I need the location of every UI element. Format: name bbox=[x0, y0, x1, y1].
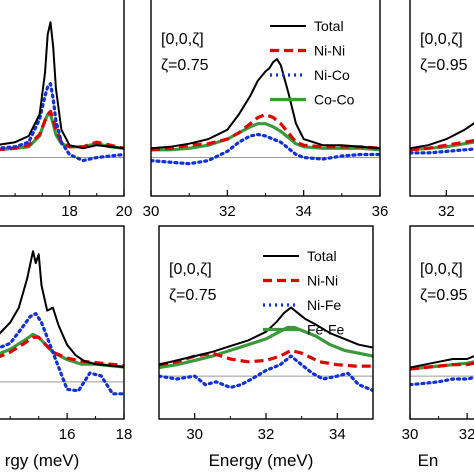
series-line-ni-ni bbox=[159, 348, 373, 368]
plot-frame bbox=[0, 0, 125, 197]
chart-panel-bottom-right: 30 32 [0,0,ζ] ζ=0.95 En bbox=[402, 225, 474, 470]
series-line-total bbox=[0, 21, 124, 150]
plot-frame bbox=[0, 225, 125, 420]
series-line-ni-co bbox=[151, 132, 380, 166]
x-axis-label: Energy (meV) bbox=[209, 451, 314, 470]
panel-annotation: ζ=0.75 bbox=[161, 57, 209, 74]
series-line-total bbox=[159, 306, 373, 366]
series-line-co-co bbox=[151, 122, 380, 152]
legend-label-ni-fe: Ni-Fe bbox=[307, 297, 341, 313]
series-line-ni-fe bbox=[0, 312, 124, 396]
chart-panel-top-middle: 30 32 34 36 [0,0,ζ] ζ=0.75 Total Ni-Ni Ni-Co Co-C… bbox=[143, 0, 389, 220]
chart-panel-bottom-middle: 30 32 34 [0,0,ζ] ζ=0.75 Total Ni-Ni Ni-Fe Fe-Fe E… bbox=[158, 225, 374, 470]
x-tick-label: 32 bbox=[258, 426, 275, 443]
x-tick-label: 34 bbox=[295, 203, 312, 220]
plot-frame bbox=[409, 225, 474, 420]
panel-annotation: ζ=0.95 bbox=[420, 57, 468, 74]
series-line-total bbox=[410, 355, 474, 369]
legend-label-co-co: Co-Co bbox=[314, 92, 355, 108]
legend-label-total: Total bbox=[307, 248, 337, 264]
series-line-ni-fe bbox=[159, 354, 373, 392]
series-line-total bbox=[0, 250, 124, 368]
x-tick-label: 32 bbox=[459, 426, 474, 443]
series-line-ni-ni bbox=[410, 361, 474, 371]
series-line-ni-co bbox=[0, 82, 124, 163]
panel-annotation: [0,0,ζ] bbox=[420, 31, 463, 48]
series-line-ni-co bbox=[410, 147, 474, 155]
x-axis-label: rgy (meV) bbox=[5, 451, 80, 470]
legend-label-ni-ni: Ni-Ni bbox=[314, 43, 345, 59]
x-tick-label: 32 bbox=[438, 203, 455, 220]
x-tick-label: 30 bbox=[143, 203, 160, 220]
panel-annotation: [0,0,ζ] bbox=[169, 261, 212, 278]
x-tick-label: 34 bbox=[329, 426, 346, 443]
series-line-ni-ni bbox=[151, 112, 380, 152]
chart-panel-top-left: 18 20 bbox=[0, 0, 132, 220]
series-line-ni-fe bbox=[410, 375, 474, 387]
legend-label-fe-fe: Fe-Fe bbox=[307, 322, 345, 338]
series-line-total bbox=[151, 58, 380, 150]
series-line-ni-ni bbox=[0, 335, 124, 368]
x-tick-label: 20 bbox=[116, 203, 133, 220]
legend-label-total: Total bbox=[314, 18, 344, 34]
legend-label-ni-ni: Ni-Ni bbox=[307, 273, 338, 289]
x-axis-label: En bbox=[418, 451, 439, 470]
panel-annotation: [0,0,ζ] bbox=[420, 261, 463, 278]
series-line-fe-fe bbox=[0, 332, 124, 369]
x-tick-label: 18 bbox=[116, 426, 133, 443]
series-line-ni-ni bbox=[410, 138, 474, 152]
series-line-total bbox=[410, 122, 474, 150]
panel-annotation: ζ=0.75 bbox=[169, 287, 217, 304]
chart-panel-bottom-left: 16 18 rgy (meV) bbox=[0, 225, 133, 470]
x-tick-label: 30 bbox=[402, 426, 419, 443]
x-tick-label: 16 bbox=[59, 426, 76, 443]
plot-frame bbox=[409, 0, 474, 197]
x-tick-label: 36 bbox=[372, 203, 389, 220]
panel-annotation: [0,0,ζ] bbox=[161, 31, 204, 48]
chart-panel-top-right: 32 [0,0,ζ] ζ=0.95 bbox=[409, 0, 474, 220]
legend-label-ni-co: Ni-Co bbox=[314, 67, 350, 83]
x-tick-label: 30 bbox=[186, 426, 203, 443]
x-tick-label: 18 bbox=[61, 203, 78, 220]
x-tick-label: 32 bbox=[219, 203, 236, 220]
panel-annotation: ζ=0.95 bbox=[420, 287, 468, 304]
